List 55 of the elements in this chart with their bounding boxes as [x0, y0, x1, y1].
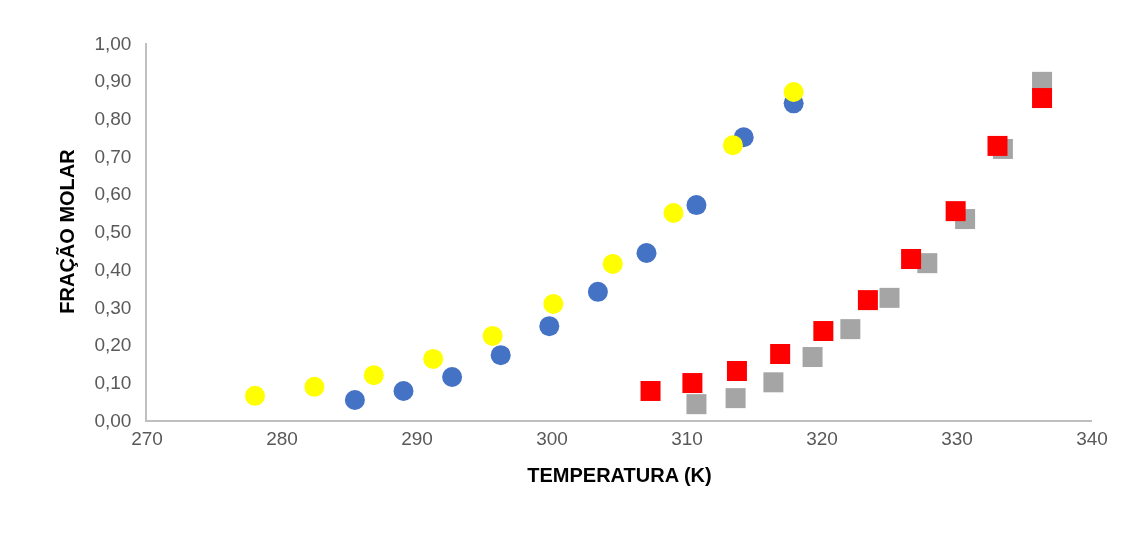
point — [636, 242, 657, 263]
point — [945, 201, 966, 222]
point — [802, 347, 823, 368]
y-tick-label: 0,20 — [94, 334, 132, 356]
y-tick-label: 0,70 — [94, 145, 132, 167]
point — [587, 281, 608, 302]
y-axis-title: FRAÇÃO MOLAR — [56, 148, 79, 314]
point — [682, 373, 703, 394]
y-tick-label: 0,60 — [94, 183, 132, 205]
point — [304, 376, 325, 397]
y-tick-label: 0,50 — [94, 221, 132, 243]
point — [393, 380, 414, 401]
y-tick-label: 0,10 — [94, 371, 132, 393]
point — [543, 293, 564, 314]
x-axis-title: TEMPERATURA (K) — [527, 463, 712, 486]
point — [602, 253, 623, 274]
point — [640, 380, 661, 401]
x-tick-label: 280 — [266, 427, 298, 449]
point — [686, 195, 707, 216]
point — [245, 385, 265, 406]
x-tick-label: 270 — [131, 427, 163, 449]
y-tick-label: 0,90 — [94, 70, 132, 92]
x-tick-label: 320 — [806, 427, 838, 449]
point — [1032, 88, 1053, 109]
x-tick-label: 330 — [941, 427, 973, 449]
point — [726, 360, 747, 381]
point — [725, 388, 746, 409]
x-tick-label: 290 — [401, 427, 433, 449]
point — [482, 325, 503, 346]
point — [539, 316, 560, 337]
y-tick-label: 0,00 — [94, 409, 132, 431]
point — [663, 203, 684, 224]
x-tick-label: 310 — [671, 427, 703, 449]
point — [879, 287, 900, 308]
x-tick-label: 340 — [1076, 427, 1108, 449]
y-tick-label: 0,40 — [94, 258, 132, 280]
point — [783, 82, 804, 102]
point — [442, 367, 463, 388]
x-tick-label: 300 — [536, 427, 568, 449]
point — [763, 372, 784, 393]
point — [344, 390, 365, 411]
point — [423, 348, 444, 369]
point — [490, 345, 511, 366]
point — [686, 394, 707, 415]
point — [857, 290, 878, 311]
point — [840, 319, 861, 340]
point — [722, 135, 743, 156]
point — [901, 249, 922, 270]
point — [813, 321, 834, 342]
point — [987, 135, 1008, 156]
point — [363, 365, 384, 386]
y-tick-label: 0,30 — [94, 296, 132, 318]
y-tick-label: 0,80 — [94, 108, 132, 130]
point — [770, 344, 791, 365]
y-tick-label: 1,00 — [94, 32, 132, 54]
